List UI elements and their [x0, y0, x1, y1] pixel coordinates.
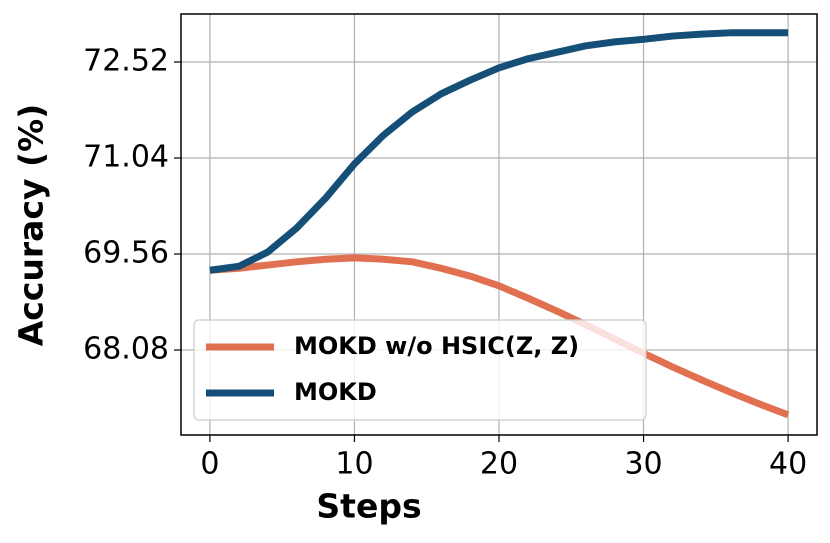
y-tick-label: 69.56 [83, 236, 169, 271]
x-axis-label: Steps [316, 487, 421, 526]
legend-label: MOKD [294, 378, 377, 406]
x-tick-label: 40 [769, 447, 807, 482]
x-tick-label: 10 [335, 447, 373, 482]
y-axis-label: Accuracy (%) [12, 104, 51, 347]
plot-frame [180, 13, 818, 436]
y-tick-label: 68.08 [83, 332, 169, 367]
y-tick-label: 71.04 [83, 140, 169, 175]
x-tick-label: 20 [480, 447, 518, 482]
legend-box [193, 319, 647, 421]
line-series [209, 254, 790, 419]
legend-label: MOKD w/o HSIC(Z, Z) [294, 332, 579, 360]
x-tick-label: 30 [624, 447, 662, 482]
legend: MOKD w/o HSIC(Z, Z) MOKD [193, 319, 647, 421]
y-tick-label: 72.52 [83, 44, 169, 79]
x-tick-label: 0 [200, 447, 219, 482]
line-series [209, 29, 789, 274]
